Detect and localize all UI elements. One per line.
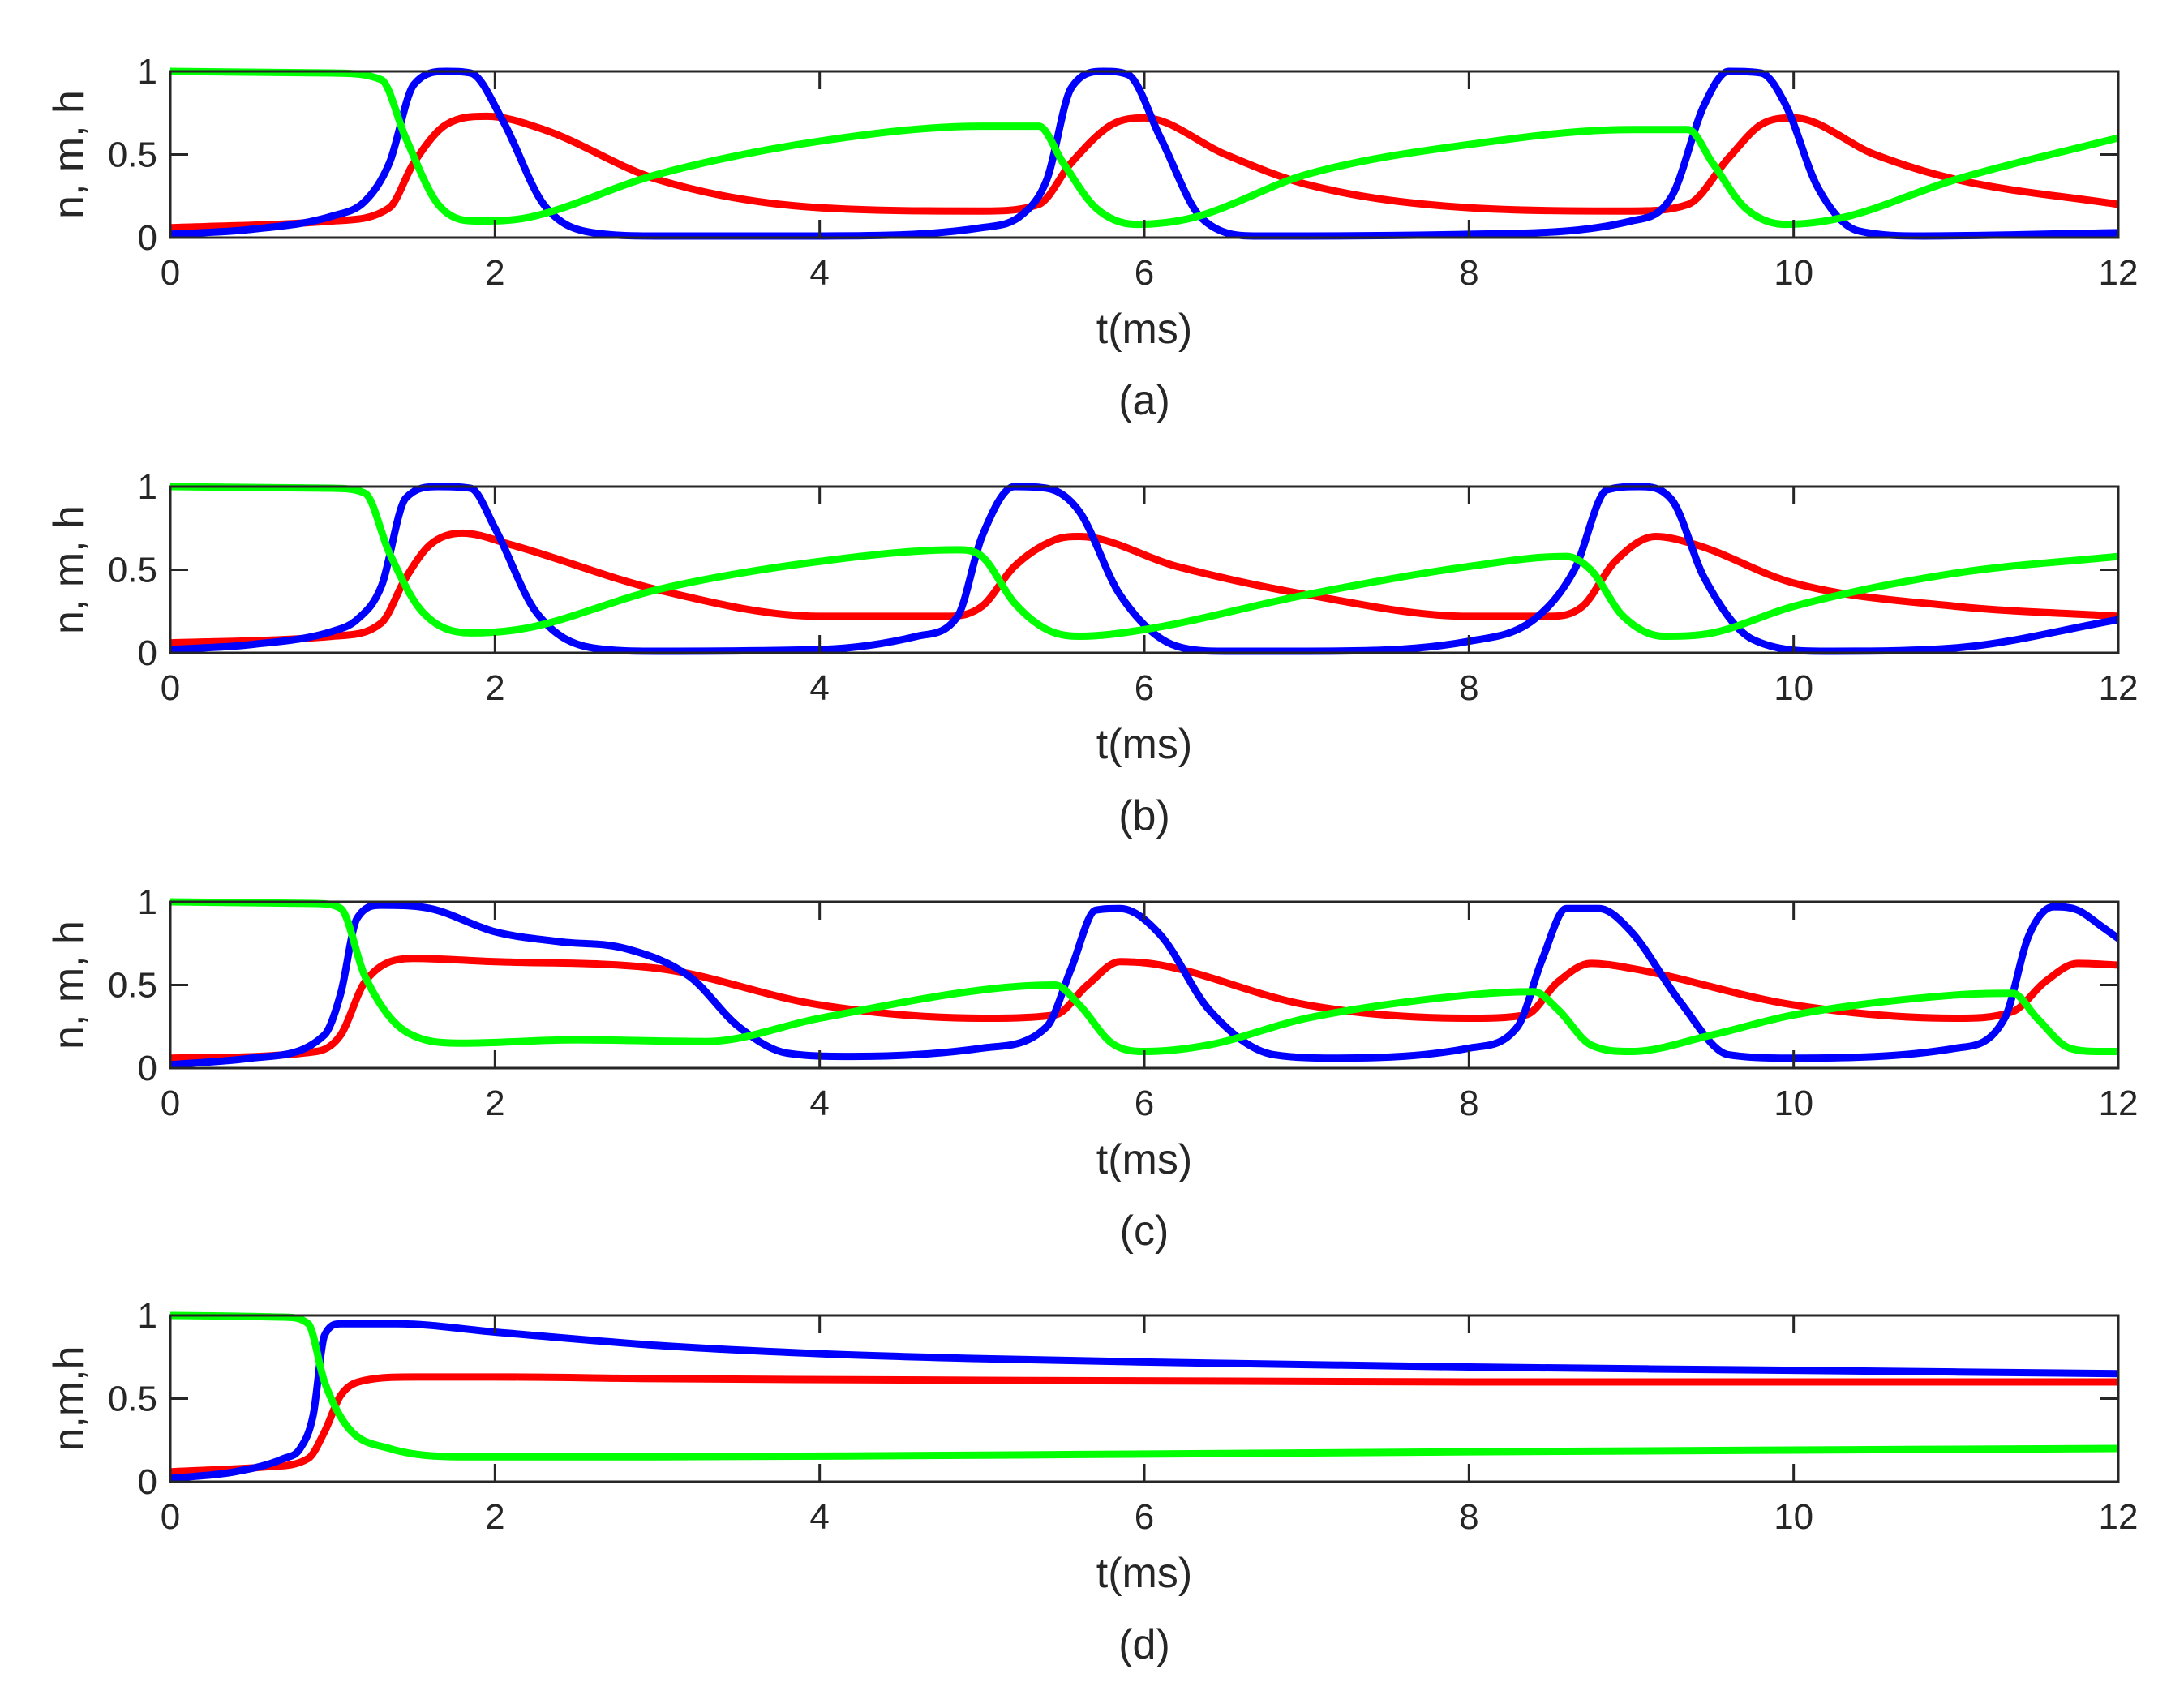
y-axis-label: n, m, h — [45, 921, 92, 1049]
x-tick-label: 10 — [1774, 1497, 1813, 1537]
y-tick-label: 0 — [138, 218, 157, 258]
panel-caption: (b) — [1118, 792, 1170, 839]
y-axis-label: n, m, h — [45, 90, 92, 219]
series-h-line — [170, 483, 2118, 640]
x-tick-label: 4 — [809, 253, 829, 293]
panel-caption: (d) — [1118, 1621, 1170, 1668]
y-tick-label: 0.5 — [108, 1380, 157, 1419]
series-m-line — [170, 112, 2118, 232]
panel-d: 0 2 4 6 8 10 12 0 0.5 1 t(ms) n,m,h (d) — [45, 1296, 2138, 1668]
panel-caption: (a) — [1118, 377, 1170, 424]
y-tick-label: 0 — [138, 1049, 157, 1088]
series-h-line — [170, 67, 2118, 229]
x-tick-label: 4 — [809, 668, 829, 708]
y-tick-label: 0.5 — [108, 966, 157, 1006]
series-m-line — [170, 1373, 2118, 1476]
y-axis-label: n, m, h — [45, 505, 92, 634]
series-m-line — [170, 955, 2118, 1062]
series-n-line — [170, 901, 2118, 1069]
x-tick-label: 0 — [161, 1497, 180, 1537]
x-tick-label: 8 — [1459, 253, 1478, 293]
plot-area — [170, 483, 2118, 655]
x-axis-label: t(ms) — [1096, 1136, 1192, 1183]
y-tick-label: 0 — [138, 1462, 157, 1502]
x-tick-label: 6 — [1135, 1497, 1154, 1537]
series-n-line — [170, 1320, 2118, 1483]
plot-area — [170, 1311, 2118, 1483]
x-tick-label: 0 — [161, 253, 180, 293]
x-axis-label: t(ms) — [1096, 1550, 1192, 1597]
x-tick-label: 0 — [161, 1084, 180, 1123]
x-tick-label: 8 — [1459, 668, 1478, 708]
y-axis-label: n,m,h — [45, 1345, 92, 1451]
y-tick-label: 0.5 — [108, 135, 157, 175]
x-tick-label: 12 — [2099, 1497, 2139, 1537]
y-tick-label: 0 — [138, 633, 157, 673]
x-tick-label: 2 — [485, 1084, 504, 1123]
y-tick-label: 0.5 — [108, 551, 157, 590]
x-tick-label: 6 — [1135, 253, 1154, 293]
series-m-line — [170, 529, 2118, 647]
x-tick-label: 6 — [1135, 1084, 1154, 1123]
panel-a: 0 2 4 6 8 10 12 0 0.5 1 t(ms) n, m, h (a) — [45, 52, 2138, 424]
panel-caption: (c) — [1120, 1208, 1169, 1255]
y-tick-label: 1 — [138, 467, 157, 507]
y-tick-label: 1 — [138, 882, 157, 922]
x-tick-label: 8 — [1459, 1497, 1478, 1537]
series-n-line — [170, 67, 2118, 240]
x-axis-label: t(ms) — [1096, 306, 1192, 353]
y-tick-label: 1 — [138, 52, 157, 92]
x-tick-label: 12 — [2099, 668, 2139, 708]
series-h-line — [170, 898, 2118, 1055]
x-axis-label: t(ms) — [1096, 721, 1192, 768]
x-tick-label: 12 — [2099, 1084, 2139, 1123]
panel-c: 0 2 4 6 8 10 12 0 0.5 1 t(ms) n, m, h (c) — [45, 882, 2138, 1255]
x-tick-label: 10 — [1774, 253, 1813, 293]
x-tick-label: 10 — [1774, 1084, 1813, 1123]
x-tick-label: 12 — [2099, 253, 2139, 293]
x-tick-label: 4 — [809, 1084, 829, 1123]
x-tick-label: 2 — [485, 668, 504, 708]
x-tick-label: 4 — [809, 1497, 829, 1537]
x-tick-label: 10 — [1774, 668, 1813, 708]
x-tick-label: 8 — [1459, 1084, 1478, 1123]
x-tick-label: 0 — [161, 668, 180, 708]
y-tick-label: 1 — [138, 1296, 157, 1336]
plot-area — [170, 67, 2118, 240]
panel-b: 0 2 4 6 8 10 12 0 0.5 1 t(ms) n, m, h (b) — [45, 467, 2138, 839]
x-tick-label: 2 — [485, 253, 504, 293]
plot-area — [170, 898, 2118, 1069]
x-tick-label: 6 — [1135, 668, 1154, 708]
x-tick-label: 2 — [485, 1497, 504, 1537]
series-h-line — [170, 1311, 2118, 1461]
